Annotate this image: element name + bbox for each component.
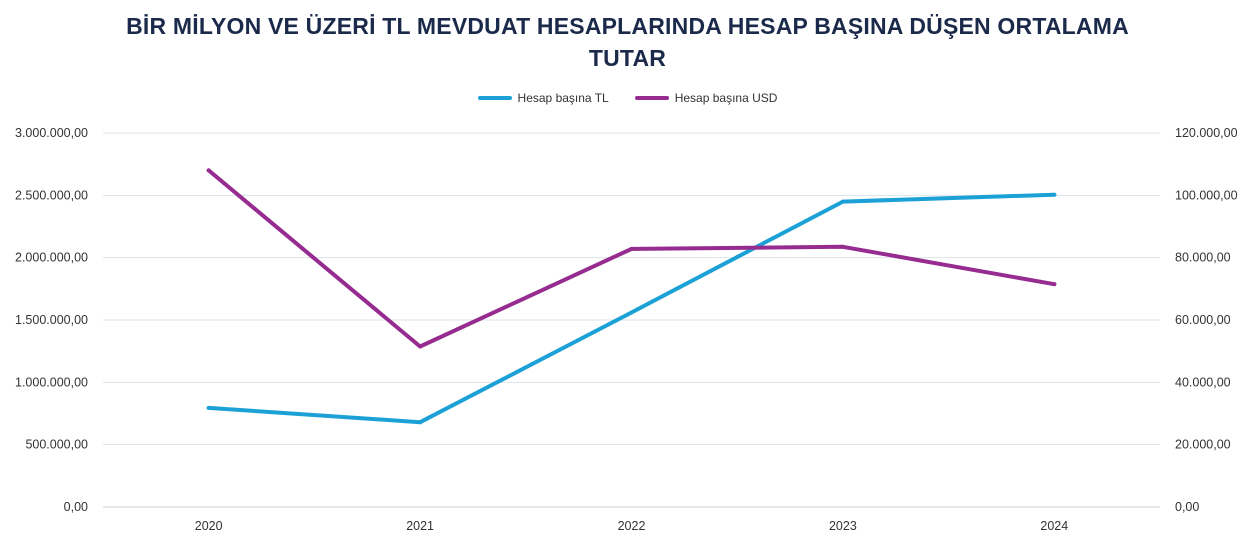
x-tick-label: 2022 [618, 519, 646, 533]
x-tick-label: 2023 [829, 519, 857, 533]
y-right-tick-label: 40.000,00 [1175, 375, 1231, 389]
data-point-usd [629, 246, 634, 251]
data-point-usd [206, 168, 211, 173]
series-line-tl [206, 192, 1057, 425]
y-left-tick-label: 3.000.000,00 [15, 126, 88, 140]
y-right-tick-label: 0,00 [1175, 500, 1199, 514]
x-tick-label: 2021 [406, 519, 434, 533]
y-right-tick-label: 120.000,00 [1175, 126, 1238, 140]
y-left-tick-label: 1.500.000,00 [15, 313, 88, 327]
x-tick-label: 2024 [1040, 519, 1068, 533]
y-right-tick-label: 60.000,00 [1175, 313, 1231, 327]
data-point-tl [206, 405, 211, 410]
data-point-usd [418, 344, 423, 349]
data-point-tl [840, 199, 845, 204]
chart-title-line-2: TUTAR [588, 45, 667, 71]
y-left-tick-label: 2.000.000,00 [15, 251, 88, 265]
data-point-tl [629, 310, 634, 315]
y-left-tick-label: 1.000.000,00 [15, 375, 88, 389]
legend-label-usd: Hesap başına USD [674, 91, 778, 105]
data-point-tl [1052, 192, 1057, 197]
legend-swatch-tl [477, 96, 512, 100]
y-right-tick-label: 80.000,00 [1175, 251, 1231, 265]
y-left-tick-label: 2.500.000,00 [15, 188, 88, 202]
data-point-usd [840, 244, 845, 249]
data-point-tl [418, 420, 423, 425]
y-left-tick-label: 500.000,00 [25, 438, 88, 452]
y-right-tick-label: 20.000,00 [1175, 438, 1231, 452]
chart-legend: Hesap başına TL Hesap başına USD [0, 91, 1255, 105]
x-tick-label: 2020 [195, 519, 223, 533]
chart-title: BİR MİLYON VE ÜZERİ TL MEVDUAT HESAPLARI… [0, 10, 1255, 74]
legend-label-tl: Hesap başına TL [517, 91, 609, 105]
y-right-tick-label: 100.000,00 [1175, 188, 1238, 202]
y-left-tick-label: 0,00 [64, 500, 88, 514]
chart-title-line-1: BİR MİLYON VE ÜZERİ TL MEVDUAT HESAPLARI… [126, 13, 1129, 39]
legend-swatch-usd [634, 96, 669, 100]
legend-item-tl: Hesap başına TL [477, 91, 609, 105]
legend-item-usd: Hesap başına USD [634, 91, 778, 105]
data-point-usd [1052, 282, 1057, 287]
